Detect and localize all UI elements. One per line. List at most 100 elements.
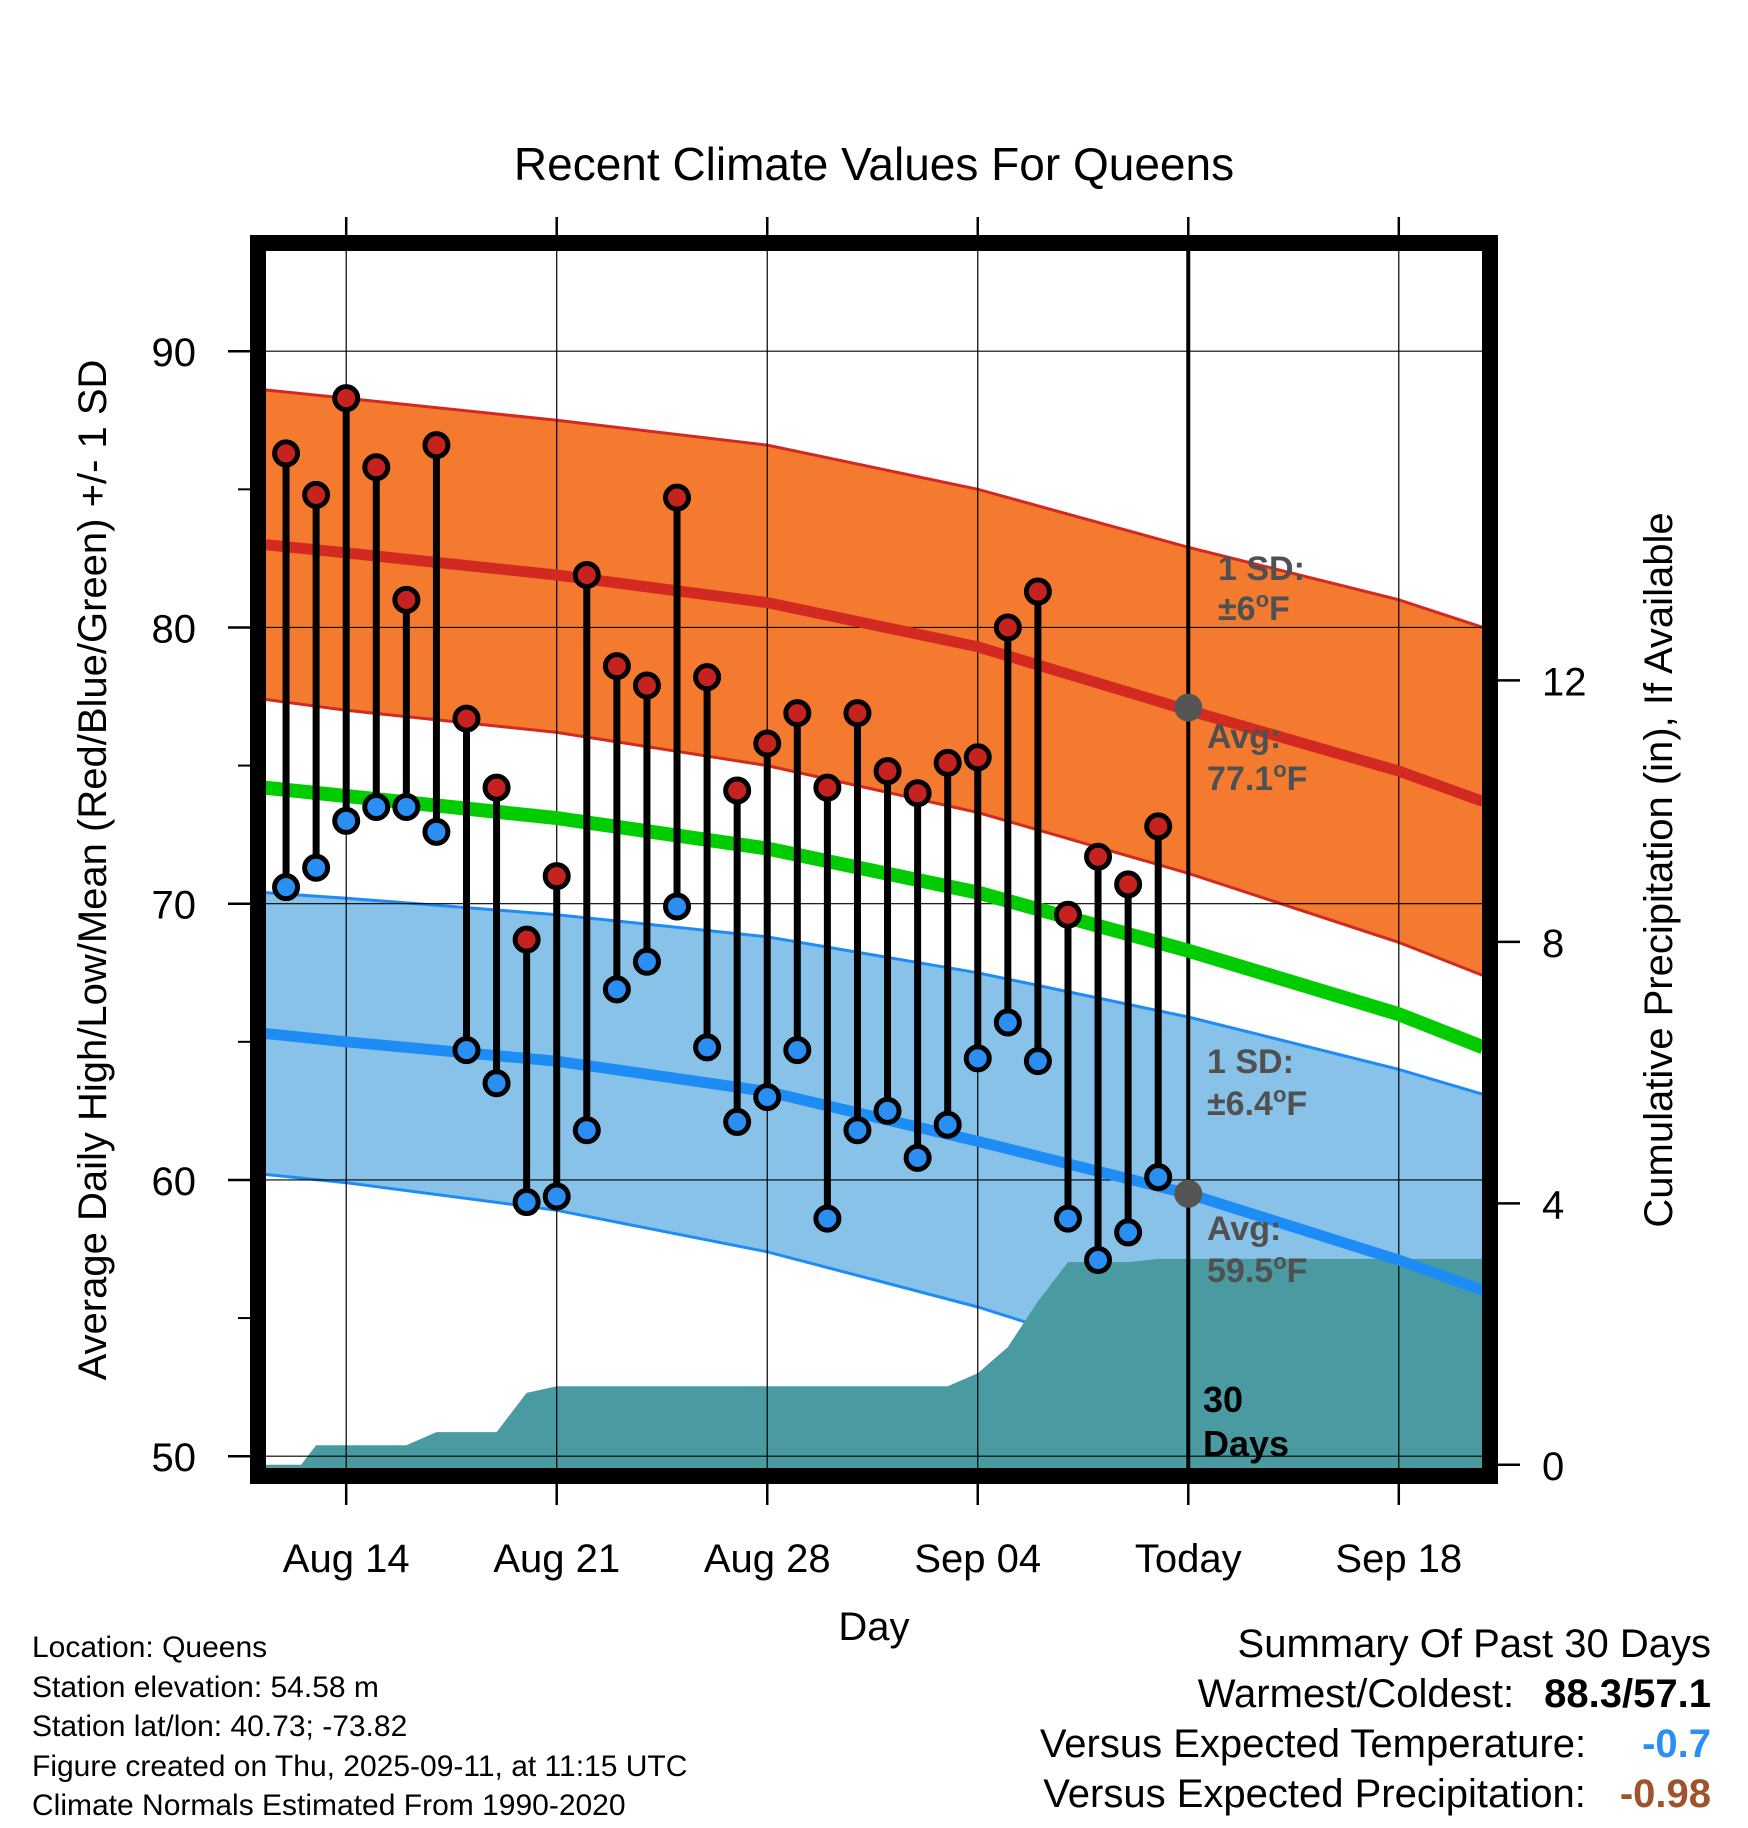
- axis-ticks: 50 60 70 80 90 0 4 8 12 Aug 14 Aug 21 Aug 28 Sep 04 T…: [152, 217, 1587, 1581]
- high-normal-line: [265, 539, 1483, 807]
- location-text: Location: Queens: [32, 1631, 268, 1664]
- observed-high-point: [933, 748, 962, 777]
- y-tick-label: 90: [152, 331, 197, 375]
- precipitation-label: Versus Expected Precipitation:: [1043, 1772, 1586, 1816]
- observed-high-point: [422, 431, 451, 460]
- high-avg-value: 77.1oF: [1207, 757, 1307, 798]
- y-tick-label: 50: [152, 1436, 197, 1480]
- chart-title: Recent Climate Values For Queens: [514, 138, 1234, 190]
- y2-tick-label: 12: [1542, 660, 1587, 704]
- created-text: Figure created on Thu, 2025-09-11, at 11…: [32, 1749, 688, 1783]
- y-tick-label: 80: [152, 607, 197, 651]
- x-tick-label: Sep 04: [914, 1537, 1041, 1581]
- observed-low-point: [813, 1204, 842, 1233]
- observed-low-point: [602, 975, 631, 1004]
- observed-high-point: [1114, 870, 1143, 899]
- days-word: Days: [1203, 1423, 1289, 1464]
- warmest-coldest-label: Warmest/Coldest:: [1197, 1672, 1515, 1716]
- observed-high-point: [1144, 812, 1173, 841]
- observed-high-point: [663, 483, 692, 512]
- observed-high-point: [753, 729, 782, 758]
- observed-low-point: [542, 1182, 571, 1211]
- observed-high-point: [542, 862, 571, 891]
- observed-low-point: [452, 1036, 481, 1065]
- observed-high-point: [302, 480, 331, 509]
- y2-axis-label: Cumulative Precipitation (in), If Availa…: [1637, 512, 1681, 1227]
- observed-high-point: [723, 776, 752, 805]
- x-tick-label: Aug 28: [704, 1537, 831, 1581]
- warmest-coldest-row: Warmest/Coldest: 88.3/57.1: [1040, 1669, 1711, 1719]
- x-tick-label: Aug 14: [283, 1537, 410, 1581]
- observed-low-point: [302, 853, 331, 882]
- latlon-text: Station lat/lon: 40.73; -73.82: [32, 1710, 408, 1743]
- plot-frame: [250, 235, 1498, 1484]
- precipitation-row: Versus Expected Precipitation: -0.98: [1040, 1769, 1711, 1819]
- x-tick-label: Aug 21: [493, 1537, 620, 1581]
- observed-low-point: [723, 1107, 752, 1136]
- observed-low-point: [512, 1188, 541, 1217]
- summary-heading: Summary Of Past 30 Days: [1237, 1622, 1711, 1666]
- observed-high-point: [632, 671, 661, 700]
- observed-low-point: [753, 1083, 782, 1112]
- observed-high-point: [1084, 842, 1113, 871]
- high-avg-label: Avg:: [1207, 718, 1281, 756]
- value-separator: /: [1622, 1672, 1634, 1716]
- observed-high-point: [482, 773, 511, 802]
- observed-low-point: [963, 1044, 992, 1073]
- x-tick-label: Today: [1135, 1537, 1242, 1581]
- observed-low-point: [272, 873, 301, 902]
- observed-high-point: [572, 560, 601, 589]
- observed-low-point: [1084, 1246, 1113, 1275]
- observed-high-point: [873, 757, 902, 786]
- observed-values: [272, 384, 1173, 1275]
- observed-high-point: [602, 652, 631, 681]
- observed-low-point: [392, 793, 421, 822]
- observed-high-point: [1023, 577, 1052, 606]
- observed-high-point: [272, 439, 301, 468]
- normals-text: Climate Normals Estimated From 1990-2020: [32, 1789, 626, 1822]
- observed-high-point: [1053, 900, 1082, 929]
- observed-low-point: [873, 1096, 902, 1125]
- observed-low-point: [1053, 1204, 1082, 1233]
- low-sd-label: 1 SD:: [1207, 1043, 1294, 1081]
- observed-low-point: [783, 1036, 812, 1065]
- high-avg-today-point: [1174, 693, 1203, 722]
- observed-low-point: [1023, 1047, 1052, 1076]
- high-sd-band: [265, 389, 1483, 976]
- observed-high-point: [332, 384, 361, 413]
- observed-high-point: [783, 699, 812, 728]
- observed-low-point: [482, 1069, 511, 1098]
- observed-low-point: [572, 1116, 601, 1145]
- observed-low-point: [903, 1143, 932, 1172]
- summary-panel: Summary Of Past 30 Days Warmest/Coldest:…: [1040, 1619, 1711, 1819]
- observed-high-point: [452, 704, 481, 733]
- observed-high-point: [843, 699, 872, 728]
- elevation-text: Station elevation: 54.58 m: [32, 1670, 379, 1704]
- observed-low-point: [632, 947, 661, 976]
- precipitation-area: [265, 1258, 1483, 1470]
- high-sd-band-upper-edge: [265, 388, 1483, 629]
- y2-tick-label: 4: [1542, 1183, 1564, 1227]
- high-sd-band-lower-edge: [265, 697, 1483, 977]
- low-sd-band-upper-edge: [265, 891, 1483, 1096]
- y2-tick-label: 0: [1542, 1445, 1564, 1489]
- y-tick-label: 70: [152, 884, 197, 928]
- temperature-value: -0.7: [1642, 1722, 1711, 1766]
- observed-low-point: [362, 793, 391, 822]
- high-sd-value: ±6oF: [1218, 587, 1290, 628]
- observed-low-point: [993, 1008, 1022, 1037]
- y-tick-label: 60: [152, 1160, 197, 1204]
- observed-low-point: [843, 1116, 872, 1145]
- y2-tick-label: 8: [1542, 922, 1564, 966]
- low-normal-line: [265, 1028, 1483, 1296]
- days-number: 30: [1203, 1379, 1243, 1420]
- y-axis-label: Average Daily High/Low/Mean (Red/Blue/Gr…: [71, 360, 115, 1381]
- x-tick-label: Sep 18: [1335, 1537, 1462, 1581]
- x-axis-label: Day: [838, 1605, 909, 1649]
- precipitation-value: -0.98: [1619, 1772, 1711, 1816]
- observed-low-point: [422, 817, 451, 846]
- observed-low-point: [1144, 1163, 1173, 1192]
- temperature-row: Versus Expected Temperature: -0.7: [1040, 1719, 1711, 1769]
- low-sd-value: ±6.4oF: [1207, 1082, 1307, 1123]
